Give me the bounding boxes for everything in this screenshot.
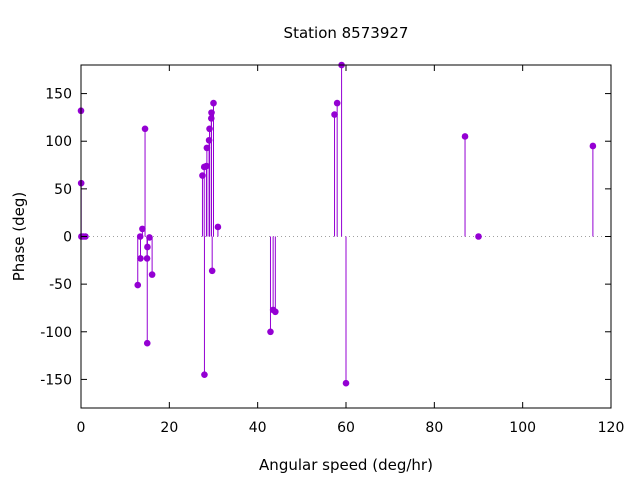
data-point [203, 162, 210, 170]
data-point [143, 339, 151, 347]
y-tick-label: 0 [63, 230, 72, 246]
y-axis-title: Phase (deg) [10, 192, 28, 282]
data-point [589, 142, 597, 150]
x-tick-label: 100 [509, 420, 536, 436]
data-point [210, 99, 217, 107]
data-point [206, 125, 213, 133]
y-tick-label: -100 [40, 325, 72, 341]
y-tick-label: 100 [45, 134, 72, 150]
x-tick-label: 120 [598, 420, 625, 436]
x-tick-label: 60 [337, 420, 355, 436]
data-point [333, 99, 341, 107]
data-point [208, 267, 216, 275]
data-point [214, 223, 222, 231]
y-tick-label: 50 [54, 182, 72, 198]
data-point [141, 125, 149, 133]
x-tick-label: 0 [77, 420, 86, 436]
y-tick-label: -50 [49, 277, 72, 293]
data-point [461, 133, 469, 140]
y-tick-label: 150 [45, 87, 72, 103]
data-point [146, 234, 153, 241]
data-point [208, 109, 215, 116]
data-point [143, 255, 151, 262]
x-tick-label: 80 [425, 420, 443, 436]
data-point [139, 225, 146, 233]
impulse-layer [80, 65, 594, 384]
x-tick-label: 20 [160, 420, 178, 436]
x-tick-label: 40 [249, 420, 267, 436]
data-point [272, 308, 279, 316]
data-point [144, 243, 151, 251]
data-point [342, 379, 350, 387]
tick-layer: 0 20 40 60 80 100 120 -150 -100 -50 0 50 100 150 [40, 65, 624, 436]
data-point [475, 233, 482, 240]
data-point [199, 172, 206, 179]
data-point [136, 233, 144, 240]
data-point [137, 255, 144, 262]
data-point [207, 115, 215, 122]
data-point [203, 144, 211, 152]
y-tick-label: -150 [40, 372, 72, 388]
data-point [134, 281, 142, 289]
data-point [201, 371, 208, 378]
data-point [205, 136, 213, 144]
data-point [267, 328, 274, 336]
data-point [331, 111, 338, 118]
data-point [148, 271, 156, 278]
x-axis-title: Angular speed (deg/hr) [259, 456, 433, 474]
chart-title: Station 8573927 [284, 24, 409, 42]
